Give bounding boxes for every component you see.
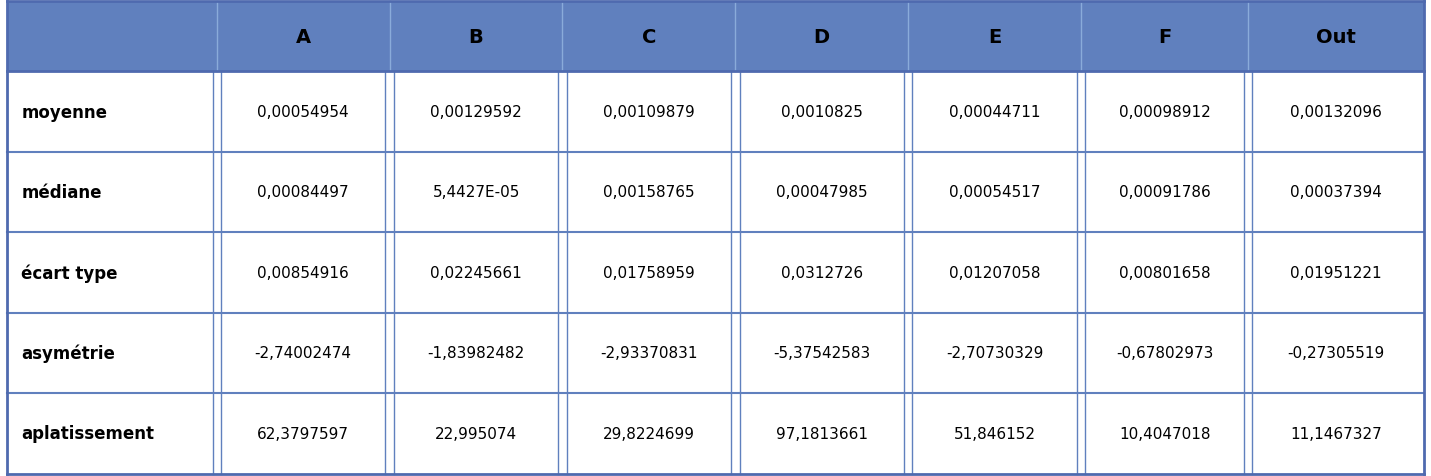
Text: -2,70730329: -2,70730329 <box>946 346 1043 361</box>
Text: 5,4427E-05: 5,4427E-05 <box>432 185 519 200</box>
Text: 0,00109879: 0,00109879 <box>602 105 695 120</box>
Text: 22,995074: 22,995074 <box>435 426 517 441</box>
Text: 0,00129592: 0,00129592 <box>431 105 522 120</box>
Text: 0,00084497: 0,00084497 <box>258 185 349 200</box>
Text: 0,00044711: 0,00044711 <box>949 105 1040 120</box>
Text: 29,8224699: 29,8224699 <box>602 426 695 441</box>
Text: A: A <box>296 28 311 47</box>
Text: -0,67802973: -0,67802973 <box>1116 346 1213 361</box>
Text: Out: Out <box>1317 28 1357 47</box>
Bar <box>7 233 1424 313</box>
Text: 0,00801658: 0,00801658 <box>1119 266 1211 280</box>
Text: 0,00098912: 0,00098912 <box>1119 105 1211 120</box>
Bar <box>7 72 1424 152</box>
Text: écart type: écart type <box>21 264 117 282</box>
Bar <box>7 2 1424 72</box>
Text: 0,0010825: 0,0010825 <box>781 105 863 120</box>
Text: 0,00054954: 0,00054954 <box>258 105 349 120</box>
Text: -5,37542583: -5,37542583 <box>773 346 870 361</box>
Text: 97,1813661: 97,1813661 <box>776 426 867 441</box>
Text: 0,01758959: 0,01758959 <box>602 266 695 280</box>
Text: C: C <box>641 28 655 47</box>
Text: asymétrie: asymétrie <box>21 344 116 362</box>
Text: 0,0312726: 0,0312726 <box>781 266 863 280</box>
Text: 0,00091786: 0,00091786 <box>1119 185 1211 200</box>
Text: 62,3797597: 62,3797597 <box>258 426 349 441</box>
Text: -2,74002474: -2,74002474 <box>255 346 352 361</box>
Bar <box>7 393 1424 474</box>
Text: D: D <box>814 28 830 47</box>
Text: 11,1467327: 11,1467327 <box>1291 426 1382 441</box>
Text: B: B <box>469 28 484 47</box>
Text: moyenne: moyenne <box>21 103 107 121</box>
Text: 0,00037394: 0,00037394 <box>1291 185 1382 200</box>
Text: 0,00132096: 0,00132096 <box>1291 105 1382 120</box>
Text: 0,00854916: 0,00854916 <box>258 266 349 280</box>
Text: E: E <box>987 28 1002 47</box>
Text: médiane: médiane <box>21 184 102 201</box>
Text: -0,27305519: -0,27305519 <box>1288 346 1385 361</box>
Text: 0,00054517: 0,00054517 <box>949 185 1040 200</box>
Bar <box>7 313 1424 393</box>
Text: 0,01951221: 0,01951221 <box>1291 266 1382 280</box>
Bar <box>7 152 1424 233</box>
Text: 0,02245661: 0,02245661 <box>431 266 522 280</box>
Text: -1,83982482: -1,83982482 <box>428 346 525 361</box>
Text: 0,00158765: 0,00158765 <box>602 185 694 200</box>
Text: 0,01207058: 0,01207058 <box>949 266 1040 280</box>
Text: F: F <box>1158 28 1171 47</box>
Text: aplatissement: aplatissement <box>21 425 155 443</box>
Text: -2,93370831: -2,93370831 <box>600 346 698 361</box>
Text: 0,00047985: 0,00047985 <box>776 185 867 200</box>
Text: 10,4047018: 10,4047018 <box>1119 426 1211 441</box>
Text: 51,846152: 51,846152 <box>953 426 1036 441</box>
